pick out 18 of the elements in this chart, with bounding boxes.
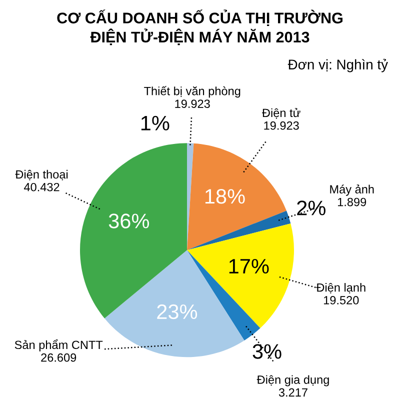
data-label: 2%: [297, 200, 326, 216]
slice-label: Điện lạnh 19.520: [316, 282, 366, 304]
slice-label: Điện thoại 40.432: [15, 170, 68, 192]
chart-subtitle: Đơn vị: Nghìn tỷ: [288, 58, 388, 72]
chart-title: CƠ CẤU DOANH SỐ CỦA THỊ TRƯỜNG ĐIỆN TỬ-ĐIỆN MÁY NĂM 2013: [57, 10, 342, 46]
slice-label: Sản phẩm CNTT 26.609: [14, 339, 103, 362]
pie-slice: [187, 210, 291, 250]
data-label: 36%: [108, 214, 150, 228]
data-label: 23%: [157, 304, 198, 320]
slice-label: Thiết bị văn phòng 19.923: [144, 86, 240, 108]
slice-label: Điện gia dụng 3.217: [256, 375, 329, 397]
pie-slice: [187, 143, 286, 250]
slice-label: Điện tử 19.923: [262, 108, 300, 130]
slice-label: Máy ảnh 1.899: [330, 184, 374, 206]
data-label: 17%: [229, 258, 269, 274]
data-label: 1%: [141, 116, 170, 130]
data-label: 18%: [205, 189, 245, 204]
data-label: 3%: [252, 344, 282, 359]
